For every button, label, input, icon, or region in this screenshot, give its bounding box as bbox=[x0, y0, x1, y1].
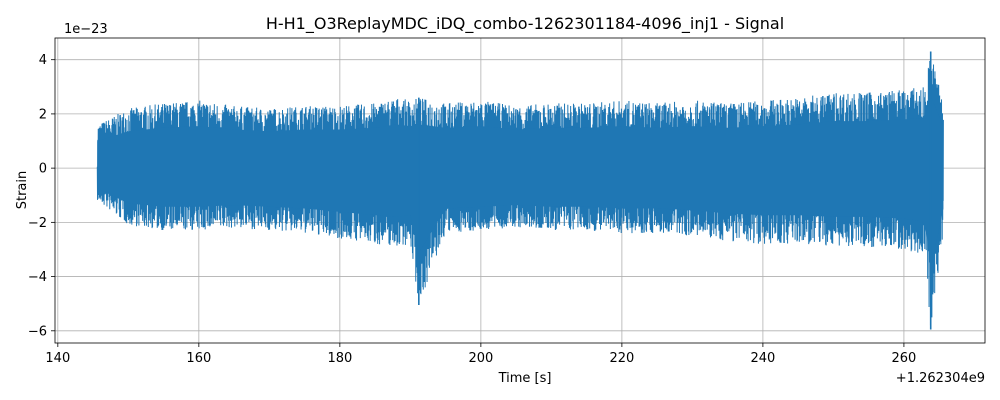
chart-title: H-H1_O3ReplayMDC_iDQ_combo-1262301184-40… bbox=[266, 14, 784, 34]
x-tick-label: 140 bbox=[45, 351, 70, 366]
y-tick-label: −6 bbox=[28, 324, 47, 339]
y-axis-label: Strain bbox=[15, 171, 30, 210]
x-tick-label: 220 bbox=[609, 351, 634, 366]
x-offset-label: +1.262304e9 bbox=[896, 371, 985, 386]
x-axis-ticks: 140 160 180 200 220 240 260 bbox=[45, 343, 916, 366]
x-tick-label: 240 bbox=[750, 351, 775, 366]
x-tick-label: 160 bbox=[186, 351, 211, 366]
x-tick-label: 180 bbox=[327, 351, 352, 366]
x-axis-label: Time [s] bbox=[498, 371, 552, 386]
y-tick-label: 0 bbox=[39, 162, 47, 177]
y-tick-label: 4 bbox=[39, 53, 47, 68]
data-layer bbox=[96, 51, 944, 330]
signal-line bbox=[96, 61, 944, 326]
y-scale-label: 1e−23 bbox=[64, 22, 108, 37]
x-tick-label: 200 bbox=[468, 351, 493, 366]
y-tick-label: 2 bbox=[39, 107, 47, 122]
y-tick-label: −2 bbox=[28, 216, 47, 231]
signal-dense-band bbox=[97, 95, 944, 269]
plot-frame bbox=[54, 37, 986, 344]
y-axis-ticks: −6 −4 −2 0 2 4 bbox=[28, 53, 55, 339]
x-tick-label: 260 bbox=[892, 351, 917, 366]
y-tick-label: −4 bbox=[28, 270, 47, 285]
